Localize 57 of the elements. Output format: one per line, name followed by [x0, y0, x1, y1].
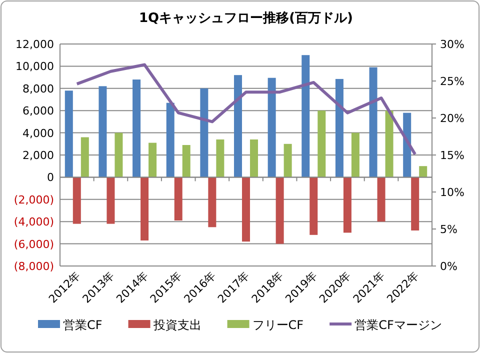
bar — [411, 177, 420, 230]
bar — [343, 177, 352, 233]
y-tick-label: 0 — [47, 171, 54, 184]
bar — [216, 139, 224, 178]
legend-label: フリーCF — [252, 318, 304, 332]
bar — [419, 166, 428, 178]
y-tick-label: 4,000 — [22, 126, 54, 140]
y-tick-label: 10,000 — [16, 60, 54, 74]
legend-label: 投資支出 — [152, 318, 202, 332]
bar — [302, 55, 310, 178]
bar — [98, 86, 107, 178]
legend-label: 営業CFマージン — [354, 318, 442, 332]
y2-tick-label: 5% — [440, 223, 458, 236]
y2-tick-label: 10% — [440, 186, 464, 199]
y2-tick-label: 0% — [440, 260, 458, 273]
bar — [182, 145, 190, 178]
bar — [310, 177, 318, 235]
y-tick-label: 8,000 — [22, 82, 54, 96]
bar — [72, 177, 81, 224]
bar — [403, 112, 412, 178]
legend-label: 営業CF — [63, 318, 102, 332]
bar — [369, 67, 378, 178]
y-tick-label: (8,000) — [14, 260, 54, 273]
y2-tick-label: 25% — [440, 75, 464, 88]
bar — [140, 177, 149, 240]
y2-tick-label: 20% — [440, 112, 464, 125]
y2-tick-label: 15% — [440, 149, 464, 162]
bar — [106, 177, 115, 224]
bar — [268, 78, 276, 178]
bar — [114, 132, 123, 178]
bar — [242, 177, 250, 242]
bar — [132, 80, 141, 178]
bar — [80, 137, 89, 178]
bar — [318, 110, 326, 178]
y-tick-label: 12,000 — [16, 38, 54, 51]
bar — [377, 177, 386, 222]
y2-tick-label: 30% — [440, 38, 464, 51]
bar — [284, 144, 292, 178]
bar — [351, 132, 360, 178]
y-tick-label: (4,000) — [14, 216, 54, 229]
y-tick-label: (2,000) — [14, 193, 54, 206]
bar — [208, 177, 216, 228]
bar — [276, 177, 284, 244]
y-tick-label: (6,000) — [14, 238, 54, 251]
chart-title: 1Qキャッシュフロー推移(百万ドル) — [139, 11, 353, 26]
y-tick-label: 6,000 — [22, 104, 54, 118]
bar — [200, 88, 208, 178]
bar — [166, 102, 174, 178]
line-series — [75, 63, 417, 156]
bar — [385, 110, 394, 178]
bar — [174, 177, 182, 220]
bar — [234, 75, 242, 178]
y-tick-label: 2,000 — [22, 149, 54, 162]
bar — [148, 142, 157, 178]
bar — [64, 90, 73, 178]
bar — [250, 139, 258, 178]
bar — [335, 78, 344, 178]
